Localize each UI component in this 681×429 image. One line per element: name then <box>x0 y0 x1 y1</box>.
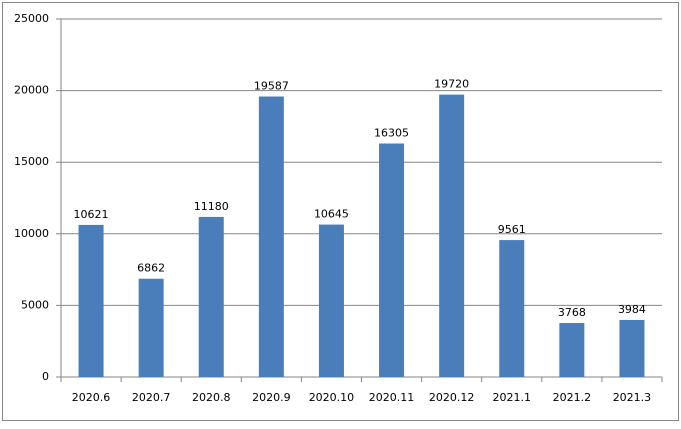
data-label: 19720 <box>434 78 469 91</box>
x-tick-label: 2020.7 <box>132 391 171 404</box>
data-label: 10645 <box>314 208 349 221</box>
y-tick-label: 10000 <box>14 227 49 240</box>
y-tick-label: 20000 <box>14 84 49 97</box>
data-label: 3768 <box>558 306 586 319</box>
data-label: 11180 <box>194 200 229 213</box>
data-label: 9561 <box>498 223 526 236</box>
data-label: 10621 <box>74 208 109 221</box>
data-label: 3984 <box>618 303 646 316</box>
x-tick-label: 2021.2 <box>553 391 592 404</box>
bar <box>258 96 284 377</box>
bar <box>559 323 585 377</box>
bar <box>379 143 405 377</box>
y-tick-label: 0 <box>42 370 49 383</box>
x-tick-label: 2020.6 <box>72 391 111 404</box>
y-tick-label: 5000 <box>21 298 49 311</box>
x-tick-label: 2021.3 <box>613 391 652 404</box>
x-tick-label: 2020.10 <box>309 391 355 404</box>
data-label: 6862 <box>137 262 165 275</box>
bar <box>439 94 465 378</box>
x-tick-label: 2020.8 <box>192 391 231 404</box>
data-label: 19587 <box>254 80 289 93</box>
data-label: 16305 <box>374 127 409 140</box>
bar <box>78 224 104 377</box>
x-tick-label: 2020.9 <box>252 391 291 404</box>
x-tick-label: 2020.11 <box>369 391 415 404</box>
x-tick-label: 2021.1 <box>493 391 532 404</box>
bar <box>198 216 224 377</box>
bar <box>499 240 525 377</box>
x-tick-label: 2020.12 <box>429 391 475 404</box>
y-tick-label: 15000 <box>14 155 49 168</box>
y-tick-label: 25000 <box>14 12 49 25</box>
bar <box>619 319 645 377</box>
bar <box>138 278 164 377</box>
bar <box>318 224 344 377</box>
